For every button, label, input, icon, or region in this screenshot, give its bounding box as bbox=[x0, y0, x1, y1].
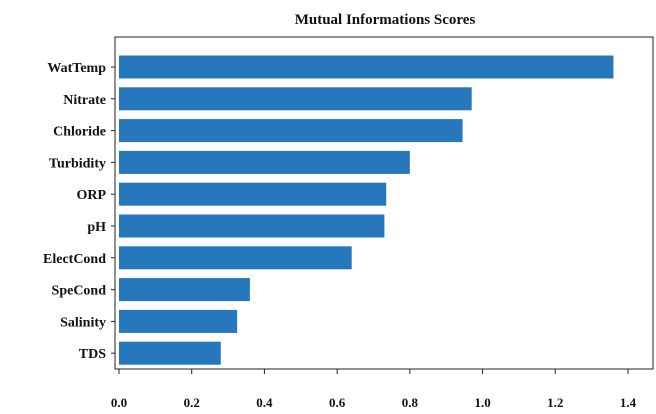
category-label-wattemp: WatTemp bbox=[47, 61, 106, 76]
category-label-ph: pH bbox=[87, 220, 106, 235]
x-tick-label: 0.8 bbox=[402, 395, 419, 410]
category-label-turbidity: Turbidity bbox=[49, 156, 106, 171]
category-label-nitrate: Nitrate bbox=[63, 93, 106, 108]
bar-electcond bbox=[119, 246, 352, 270]
category-label-salinity: Salinity bbox=[60, 315, 106, 330]
plot-area-frame bbox=[114, 36, 654, 370]
category-labels: WatTemp Nitrate Chloride Turbidity ORP pH Elec… bbox=[43, 61, 115, 362]
category-label-electcond: ElectCond bbox=[43, 252, 106, 267]
x-tick-label: 0.4 bbox=[256, 395, 273, 410]
x-tick-label: 1.4 bbox=[620, 395, 637, 410]
x-tick-label: 0.0 bbox=[111, 395, 127, 410]
bar-orp bbox=[119, 182, 387, 206]
x-tick-label: 1.2 bbox=[547, 395, 563, 410]
bar-salinity bbox=[119, 309, 238, 333]
bar-turbidity bbox=[119, 150, 410, 174]
bar-ph bbox=[119, 214, 385, 238]
bar-tds bbox=[119, 341, 221, 365]
category-label-tds: TDS bbox=[79, 347, 106, 362]
category-label-chloride: Chloride bbox=[53, 125, 106, 140]
bar-chloride bbox=[119, 119, 463, 143]
bar-wattemp bbox=[119, 55, 614, 79]
bar-specond bbox=[119, 278, 250, 302]
x-tick-label: 1.0 bbox=[474, 395, 490, 410]
category-label-orp: ORP bbox=[76, 188, 106, 203]
category-label-specond: SpeCond bbox=[52, 284, 107, 299]
bars-layer bbox=[119, 55, 614, 365]
bar-nitrate bbox=[119, 87, 472, 111]
x-axis-ticks: 0.0 0.2 0.4 0.6 0.8 1.0 1.2 1.4 bbox=[111, 369, 637, 410]
x-tick-label: 0.2 bbox=[184, 395, 200, 410]
chart-title: Mutual Informations Scores bbox=[295, 12, 476, 28]
x-tick-label: 0.6 bbox=[329, 395, 346, 410]
